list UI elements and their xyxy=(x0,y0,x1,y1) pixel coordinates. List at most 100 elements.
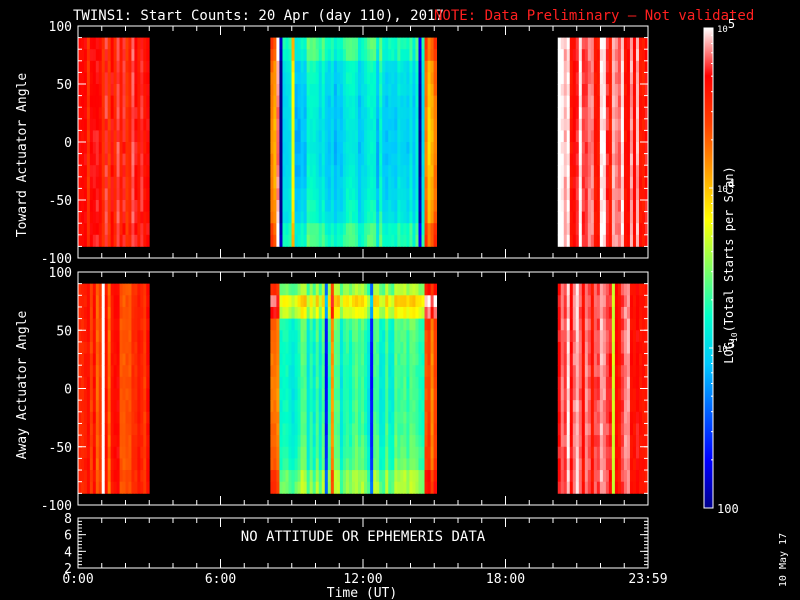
heatmap-cell xyxy=(137,423,141,436)
heatmap-cell xyxy=(403,153,407,166)
heatmap-cell xyxy=(620,470,625,483)
heatmap-cell xyxy=(388,435,392,448)
heatmap-cell xyxy=(318,234,323,247)
heatmap-cell xyxy=(300,37,305,50)
heatmap-cell xyxy=(104,200,109,212)
heatmap-cell xyxy=(373,95,377,108)
heatmap-cell xyxy=(351,470,356,483)
heatmap-cell xyxy=(143,165,147,178)
heatmap-cell xyxy=(306,283,311,296)
heatmap-cell xyxy=(593,60,598,73)
heatmap-cell xyxy=(128,295,132,308)
heatmap-cell xyxy=(146,37,150,50)
heatmap-cell xyxy=(584,49,589,62)
heatmap-cell xyxy=(333,60,338,73)
heatmap-cell xyxy=(351,223,356,236)
heatmap-cell xyxy=(288,365,292,378)
heatmap-cell xyxy=(569,130,574,143)
heatmap-cell xyxy=(584,376,589,389)
heatmap-cell xyxy=(273,107,277,120)
heatmap-cell xyxy=(400,84,404,96)
heatmap-cell xyxy=(104,188,109,201)
heatmap-cell xyxy=(620,481,625,494)
heatmap-cell xyxy=(339,211,344,224)
heatmap-cell xyxy=(391,72,395,85)
heatmap-cell xyxy=(596,234,601,247)
heatmap-cell xyxy=(80,283,85,296)
heatmap-cell xyxy=(424,423,428,436)
heatmap-cell xyxy=(581,388,586,401)
heatmap-cell xyxy=(351,130,356,143)
heatmap-cell xyxy=(273,118,277,131)
heatmap-cell xyxy=(92,188,97,201)
heatmap-cell xyxy=(361,211,365,224)
heatmap-cell xyxy=(557,37,562,50)
heatmap-cell xyxy=(89,165,94,178)
heatmap-cell xyxy=(412,446,416,459)
heatmap-cell xyxy=(92,400,97,413)
heatmap-cell xyxy=(602,423,607,436)
heatmap-cell xyxy=(608,37,613,50)
heatmap-cell xyxy=(397,318,401,331)
heatmap-cell xyxy=(394,295,398,308)
heatmap-cell xyxy=(294,72,298,85)
heatmap-cell xyxy=(288,49,292,62)
heatmap-cell xyxy=(306,153,311,166)
heatmap-cell xyxy=(409,188,413,201)
heatmap-cell xyxy=(364,295,368,308)
heatmap-cell xyxy=(403,211,407,224)
heatmap-cell xyxy=(342,60,347,73)
heatmap-cell xyxy=(421,142,425,154)
heatmap-cell xyxy=(584,200,589,212)
heatmap-cell xyxy=(581,330,586,343)
heatmap-cell xyxy=(418,211,422,224)
heatmap-cell xyxy=(300,458,305,471)
heatmap-cell xyxy=(370,95,374,108)
heatmap-cell xyxy=(563,435,568,448)
heatmap-cell xyxy=(361,49,365,62)
heatmap-cell xyxy=(364,84,368,96)
heatmap-cell xyxy=(78,411,82,424)
heatmap-cell xyxy=(270,353,274,366)
heatmap-cell xyxy=(119,295,123,308)
heatmap-cell xyxy=(125,234,129,247)
heatmap-cell xyxy=(629,37,634,50)
heatmap-cell xyxy=(385,130,389,143)
heatmap-cell xyxy=(418,60,422,73)
heatmap-cell xyxy=(315,330,320,343)
heatmap-cell xyxy=(143,388,147,401)
heatmap-cell xyxy=(339,411,344,424)
heatmap-cell xyxy=(361,470,365,483)
heatmap-cell xyxy=(80,400,85,413)
heatmap-cell xyxy=(324,423,329,436)
heatmap-cell xyxy=(635,188,640,201)
heatmap-cell xyxy=(587,318,592,331)
heatmap-cell xyxy=(300,295,305,308)
heatmap-cell xyxy=(373,188,377,201)
heatmap-cell xyxy=(385,423,389,436)
heatmap-cell xyxy=(95,118,100,131)
heatmap-cell xyxy=(358,130,362,143)
heatmap-cell xyxy=(391,295,395,308)
heatmap-cell xyxy=(626,481,631,494)
heatmap-cell xyxy=(602,458,607,471)
heatmap-cell xyxy=(415,423,419,436)
heatmap-cell xyxy=(342,107,347,120)
heatmap-cell xyxy=(297,400,301,413)
heatmap-cell xyxy=(394,223,398,236)
heatmap-cell xyxy=(98,37,103,50)
heatmap-cell xyxy=(101,295,106,308)
heatmap-cell xyxy=(424,188,428,201)
heatmap-cell xyxy=(385,353,389,366)
heatmap-cell xyxy=(324,188,329,201)
heatmap-cell xyxy=(294,295,298,308)
heatmap-cell xyxy=(358,37,362,50)
heatmap-cell xyxy=(98,446,103,459)
heatmap-cell xyxy=(632,223,637,236)
heatmap-cell xyxy=(379,223,383,236)
heatmap-cell xyxy=(282,376,286,389)
heatmap-cell xyxy=(364,165,368,178)
heatmap-cell xyxy=(406,435,410,448)
heatmap-cell xyxy=(415,211,419,224)
heatmap-cell xyxy=(345,142,350,154)
